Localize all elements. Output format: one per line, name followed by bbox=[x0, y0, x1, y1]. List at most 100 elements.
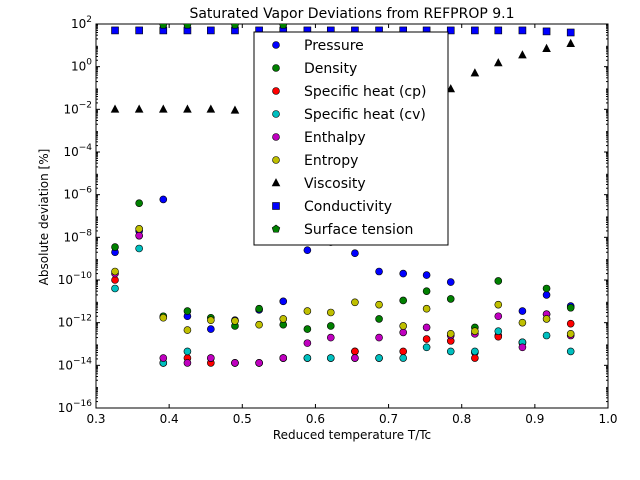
data-point-density bbox=[494, 277, 503, 285]
legend-marker bbox=[272, 110, 280, 118]
data-point-specific-heat-cv bbox=[326, 354, 335, 362]
data-point-enthalpy bbox=[326, 333, 335, 342]
data-point-pressure bbox=[518, 307, 527, 315]
data-point-conductivity bbox=[111, 26, 119, 35]
data-point-entropy bbox=[159, 313, 168, 322]
data-point-surface-tension bbox=[279, 24, 288, 29]
data-point-viscosity bbox=[493, 58, 503, 67]
legend-label: Density bbox=[304, 61, 357, 77]
data-point-specific-heat-cv bbox=[183, 347, 192, 356]
data-point-viscosity bbox=[542, 43, 551, 52]
data-point-specific-heat-cp bbox=[351, 347, 359, 356]
data-point-conductivity bbox=[207, 26, 215, 35]
data-point-entropy bbox=[422, 304, 431, 313]
data-point-surface-tension bbox=[230, 24, 240, 29]
data-point-entropy bbox=[399, 322, 408, 330]
legend: Pressure Density Specific heat (cp) Specifi… bbox=[253, 31, 449, 246]
data-point-conductivity bbox=[542, 27, 551, 36]
data-point-pressure bbox=[207, 325, 215, 333]
data-point-specific-heat-cv bbox=[566, 347, 575, 356]
data-point-entropy bbox=[518, 318, 527, 327]
data-point-specific-heat-cv bbox=[135, 244, 143, 253]
data-point-density bbox=[446, 295, 455, 303]
data-point-viscosity bbox=[110, 104, 120, 113]
y-axis-label: Absolute deviation [%] bbox=[37, 149, 51, 286]
data-point-entropy bbox=[303, 307, 312, 315]
legend-label: Surface tension bbox=[304, 222, 413, 238]
data-point-viscosity bbox=[183, 104, 192, 113]
data-point-entropy bbox=[255, 320, 263, 329]
data-point-specific-heat-cp bbox=[471, 354, 479, 362]
data-point-pressure bbox=[303, 246, 312, 254]
y-tick-label: 10−8 bbox=[63, 228, 92, 244]
data-point-enthalpy bbox=[231, 359, 239, 367]
data-point-specific-heat-cv bbox=[399, 354, 408, 362]
data-point-conductivity bbox=[518, 26, 527, 35]
data-point-pressure bbox=[422, 271, 431, 279]
data-point-entropy bbox=[351, 298, 359, 307]
data-point-pressure bbox=[159, 195, 168, 204]
data-point-specific-heat-cv bbox=[542, 331, 551, 340]
data-point-specific-heat-cp bbox=[422, 335, 431, 343]
x-tick-label: 0.3 bbox=[86, 412, 105, 426]
data-point-specific-heat-cv bbox=[303, 354, 312, 362]
x-tick-label: 0.7 bbox=[379, 412, 398, 426]
legend-label: Specific heat (cp) bbox=[304, 84, 426, 100]
data-point-viscosity bbox=[566, 38, 575, 47]
y-tick-label: 10−14 bbox=[58, 356, 93, 372]
data-point-conductivity bbox=[135, 26, 143, 35]
data-point-surface-tension bbox=[183, 24, 192, 29]
data-point-enthalpy bbox=[207, 354, 215, 362]
data-point-specific-heat-cv bbox=[422, 343, 431, 352]
data-point-specific-heat-cp bbox=[399, 347, 408, 356]
data-point-pressure bbox=[542, 291, 551, 299]
data-point-entropy bbox=[279, 315, 288, 323]
x-axis-label: Reduced temperature T/Tc bbox=[273, 428, 431, 442]
data-point-viscosity bbox=[230, 105, 240, 114]
legend-marker bbox=[272, 156, 280, 164]
data-point-entropy bbox=[446, 330, 455, 338]
data-point-enthalpy bbox=[518, 343, 527, 352]
data-point-enthalpy bbox=[494, 312, 503, 321]
data-point-pressure bbox=[375, 267, 383, 276]
data-point-enthalpy bbox=[183, 359, 192, 367]
legend-box bbox=[253, 31, 449, 246]
data-point-enthalpy bbox=[375, 333, 383, 342]
data-point-viscosity bbox=[206, 104, 216, 113]
data-point-density bbox=[135, 199, 143, 207]
data-markers bbox=[110, 24, 575, 367]
data-point-entropy bbox=[135, 225, 143, 233]
data-point-enthalpy bbox=[159, 354, 168, 362]
data-point-density bbox=[375, 315, 383, 323]
y-tick-label: 10−6 bbox=[63, 186, 92, 202]
legend-label: Conductivity bbox=[304, 199, 392, 215]
legend-marker bbox=[272, 87, 280, 95]
data-point-density bbox=[542, 284, 551, 293]
legend-marker bbox=[272, 133, 280, 141]
data-point-entropy bbox=[207, 316, 215, 325]
data-point-entropy bbox=[183, 326, 192, 334]
data-point-conductivity bbox=[494, 26, 503, 35]
x-tick-label: 1.0 bbox=[598, 412, 617, 426]
data-point-density bbox=[303, 325, 312, 333]
data-point-viscosity bbox=[446, 84, 456, 93]
data-point-viscosity bbox=[518, 50, 527, 59]
data-point-enthalpy bbox=[279, 354, 288, 362]
data-point-viscosity bbox=[158, 104, 168, 113]
legend-marker bbox=[272, 64, 280, 72]
data-point-entropy bbox=[231, 317, 239, 325]
data-point-specific-heat-cv bbox=[375, 354, 383, 362]
y-tick-label: 100 bbox=[71, 58, 92, 74]
data-point-enthalpy bbox=[422, 323, 431, 332]
data-point-entropy bbox=[566, 330, 575, 338]
data-point-density bbox=[183, 307, 192, 315]
legend-marker bbox=[272, 202, 280, 210]
data-point-specific-heat-cv bbox=[471, 347, 479, 356]
legend-label: Enthalpy bbox=[304, 130, 366, 146]
data-point-viscosity bbox=[134, 104, 144, 113]
data-point-entropy bbox=[375, 300, 383, 309]
data-point-density bbox=[422, 287, 431, 295]
x-tick-label: 0.9 bbox=[525, 412, 544, 426]
legend-marker bbox=[271, 224, 281, 233]
